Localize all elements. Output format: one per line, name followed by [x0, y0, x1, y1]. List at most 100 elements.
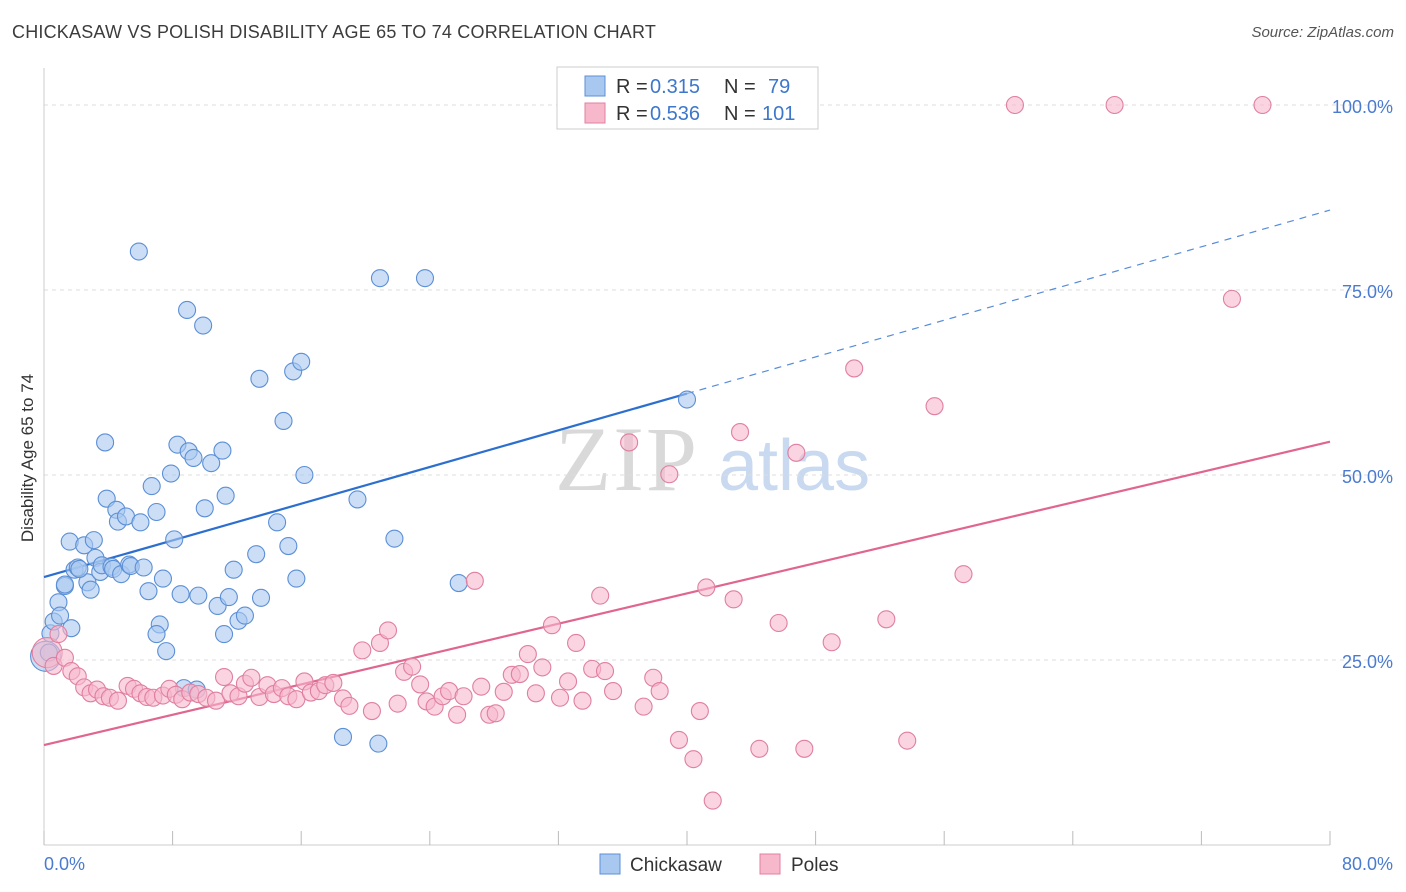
y-tick-label-25: 25.0%	[1342, 652, 1393, 672]
y-tick-label-100: 100.0%	[1332, 97, 1393, 117]
chickasaw-point	[184, 448, 203, 468]
poles-point	[526, 684, 545, 703]
chickasaw-point	[250, 369, 269, 388]
legend: R = 0.315 N = 79 R = 0.536 N = 101	[556, 66, 819, 130]
bottom-legend-swatch-chickasaw	[599, 853, 621, 875]
chickasaw-point	[213, 441, 232, 460]
poles-point	[684, 750, 703, 769]
chickasaw-point	[287, 569, 306, 588]
poles-point	[324, 673, 343, 692]
chickasaw-point	[216, 486, 235, 505]
legend-swatch-chickasaw	[584, 75, 606, 97]
chickasaw-point	[161, 464, 181, 483]
chickasaw-point	[142, 477, 161, 496]
chickasaw-point	[224, 560, 243, 579]
chickasaw-point	[333, 727, 353, 747]
chickasaw-point	[295, 465, 314, 485]
bottom-legend-label-poles: Poles	[791, 855, 839, 876]
poles-point	[595, 662, 615, 681]
poles-point	[787, 443, 806, 462]
poles-point	[822, 633, 841, 652]
poles-point	[1105, 95, 1124, 115]
chickasaw-point	[157, 642, 176, 661]
chickasaw-point	[147, 502, 166, 522]
poles-point	[703, 791, 722, 810]
legend-r-value-2: 0.536	[650, 103, 700, 125]
legend-n-label-2: N =	[724, 103, 756, 125]
chickasaw-point	[55, 575, 74, 594]
chickasaw-point	[385, 529, 404, 548]
poles-point	[494, 682, 513, 701]
poles-point	[362, 702, 381, 721]
poles-point	[206, 691, 226, 710]
poles-point	[486, 704, 505, 723]
poles-point	[750, 739, 769, 758]
poles-point	[1253, 95, 1272, 115]
chickasaw-point	[235, 606, 254, 625]
chickasaw-point	[195, 499, 214, 518]
axes	[43, 68, 1331, 846]
poles-point	[634, 697, 653, 716]
y-tick-labels: 25.0% 50.0% 75.0% 100.0%	[1332, 97, 1393, 672]
chickasaw-point	[96, 433, 115, 452]
chickasaw-point	[202, 454, 221, 473]
chickasaw-point	[153, 569, 173, 588]
poles-point	[898, 731, 917, 750]
poles-point	[697, 578, 716, 597]
chickasaw-point	[369, 734, 388, 753]
chickasaw-point	[70, 559, 89, 579]
poles-point	[558, 672, 578, 691]
y-tick-label-50: 50.0%	[1342, 467, 1393, 487]
legend-n-value-1: 79	[768, 76, 790, 98]
chickasaw-point	[677, 390, 697, 409]
chickasaw-point	[178, 300, 197, 320]
legend-n-label-1: N =	[724, 76, 756, 98]
poles-point	[845, 359, 864, 378]
legend-r-label-1: R =	[616, 76, 648, 98]
poles-point	[465, 571, 484, 590]
poles-point	[108, 691, 127, 710]
bottom-legend-swatch-poles	[759, 853, 781, 875]
chickasaw-point	[449, 573, 468, 593]
poles-point	[542, 616, 562, 635]
chickasaw-point	[370, 269, 390, 288]
poles-point	[925, 397, 944, 416]
poles-point	[795, 739, 814, 758]
chickasaw-point	[81, 580, 100, 599]
poles-point	[388, 694, 407, 713]
poles-point	[650, 682, 669, 701]
chickasaw-point	[194, 316, 213, 335]
poles-point	[353, 641, 372, 660]
poles-point	[550, 688, 570, 707]
chickasaw-point	[292, 352, 311, 371]
chickasaw-point	[268, 513, 287, 532]
poles-point	[378, 621, 398, 640]
chart-source: Source: ZipAtlas.com	[1251, 24, 1394, 41]
poles-point	[730, 423, 750, 442]
gridlines	[44, 104, 1393, 661]
chickasaw-point	[171, 585, 190, 604]
poles-point	[573, 691, 592, 710]
poles-point	[518, 645, 537, 664]
chickasaw-point	[139, 582, 158, 601]
poles-point	[591, 586, 610, 605]
legend-n-value-2: 101	[762, 103, 795, 125]
legend-swatch-poles	[584, 102, 606, 124]
poles-point	[411, 675, 430, 694]
chart-title: CHICKASAW VS POLISH DISABILITY AGE 65 TO…	[12, 22, 657, 42]
data-points	[30, 95, 1272, 810]
poles-point	[769, 613, 788, 633]
poles-point	[669, 730, 689, 749]
poles-point	[660, 465, 679, 484]
chickasaw-point	[247, 545, 266, 564]
chickasaw-point	[219, 588, 238, 607]
legend-r-value-1: 0.315	[650, 76, 700, 98]
chickasaw-point	[189, 586, 208, 605]
chickasaw-point	[274, 411, 293, 431]
watermark-zip: ZIP	[555, 408, 699, 510]
poles-point	[690, 702, 709, 721]
chickasaw-point	[279, 536, 298, 556]
poles-point	[567, 633, 586, 653]
chickasaw-point	[51, 606, 70, 625]
